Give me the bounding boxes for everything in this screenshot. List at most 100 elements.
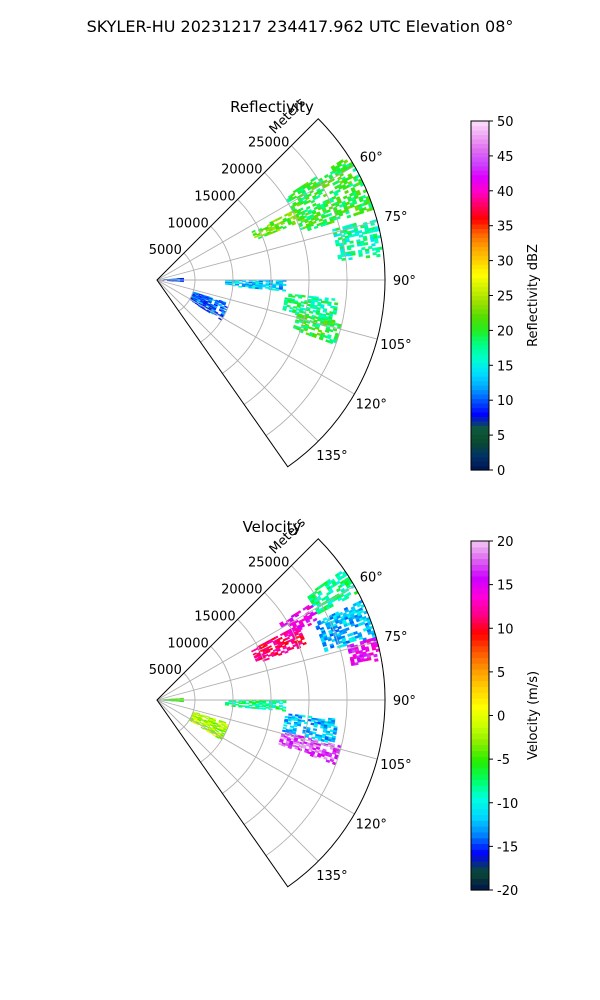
echo-gate: [371, 243, 376, 247]
echo-gate: [298, 627, 303, 632]
echo-gate: [342, 195, 348, 200]
echo-gate: [346, 247, 352, 251]
echo-gate: [312, 334, 317, 339]
azimuth-spoke: [156, 279, 319, 442]
colorbar-swatch: [471, 727, 489, 734]
colorbar-swatch: [471, 564, 489, 571]
echo-gate: [251, 283, 257, 286]
echo-gate: [284, 642, 289, 646]
echo-gate: [331, 195, 337, 200]
echo-gate: [325, 182, 330, 188]
colorbar-swatch: [471, 575, 489, 583]
azimuth-spoke: [156, 279, 378, 340]
echo-gate: [373, 653, 378, 658]
echo-gate: [307, 616, 313, 621]
colorbar-swatch: [471, 425, 489, 431]
colorbar-swatch: [471, 143, 489, 149]
colorbar-swatch: [471, 201, 489, 207]
echo-gate: [245, 706, 250, 709]
echo-gate: [220, 305, 225, 308]
echo-gate: [278, 225, 284, 230]
colorbar-tick-label: 25: [497, 290, 514, 305]
echo-gate: [282, 706, 287, 709]
colorbar-swatch: [471, 308, 489, 314]
colorbar-tick-label: -10: [497, 797, 518, 812]
colorbar-swatch: [471, 645, 489, 653]
echo-gate: [325, 759, 331, 764]
echo-gate: [205, 725, 210, 729]
echo-gate: [292, 195, 298, 200]
echo-gate: [312, 731, 317, 735]
echo-gate: [265, 657, 270, 661]
echo-gate: [307, 300, 312, 304]
colorbar-swatch: [471, 622, 489, 629]
echo-gate: [314, 299, 319, 303]
colorbar-swatch: [471, 223, 489, 229]
echo-gate: [312, 728, 318, 732]
echo-gate: [345, 201, 351, 206]
range-ring: [178, 672, 196, 732]
colorbar-swatch: [471, 570, 489, 577]
echo-gate: [354, 232, 360, 237]
echo-gate: [337, 176, 343, 181]
echo-gate: [375, 249, 381, 253]
echo-gate: [213, 303, 218, 307]
echo-gate: [291, 731, 296, 735]
colorbar-swatch: [471, 616, 489, 624]
echo-gate: [291, 718, 296, 721]
azimuth-tick-label: 120°: [356, 818, 387, 833]
echo-gate: [276, 648, 281, 653]
echo-gate: [305, 320, 311, 324]
echo-gate: [287, 721, 292, 725]
colorbar-swatch: [471, 634, 489, 641]
echo-gate: [248, 701, 253, 704]
echo-gate: [276, 228, 281, 232]
colorbar-swatch: [471, 558, 489, 565]
echo-gate: [333, 192, 339, 197]
echo-gate: [361, 194, 367, 199]
echo-gate: [282, 709, 287, 712]
echo-gate: [358, 253, 363, 257]
echo-gate: [329, 645, 335, 649]
echo-gate: [264, 653, 269, 658]
echo-gate: [245, 281, 250, 284]
colorbar-swatch: [471, 750, 489, 757]
echo-gate: [327, 212, 333, 217]
echo-gate: [328, 340, 334, 345]
colorbar-swatch: [471, 188, 489, 194]
echo-gate: [324, 329, 330, 334]
echo-region: [188, 711, 230, 741]
echo-gate: [338, 212, 344, 217]
echo-gate: [288, 713, 293, 716]
colorbar-swatch: [471, 340, 489, 346]
echo-gate: [261, 707, 266, 710]
azimuth-tick-label: 60°: [360, 150, 383, 165]
echo-gate: [362, 206, 367, 211]
colorbar-swatch: [471, 855, 489, 862]
colorbar-swatch: [471, 546, 489, 554]
echo-gate: [367, 657, 372, 661]
colorbar-label: Reflectivity dBZ: [526, 244, 541, 347]
echo-gate: [323, 756, 328, 761]
echo-gate: [371, 247, 377, 251]
echo-gate: [300, 637, 305, 641]
azimuth-tick-label: 105°: [380, 758, 411, 773]
echo-gate: [241, 702, 246, 705]
colorbar-tick-label: 15: [497, 579, 514, 594]
echo-gate: [287, 300, 292, 304]
echo-gate: [317, 329, 323, 333]
colorbar-swatch: [471, 709, 489, 717]
echo-gate: [314, 749, 320, 754]
echo-gate: [345, 239, 350, 243]
colorbar-tick-label: 10: [497, 394, 514, 409]
echo-gate: [293, 724, 298, 728]
echo-gate: [238, 702, 243, 705]
echo-gate: [277, 652, 283, 657]
echo-gate: [283, 721, 288, 725]
echo-gate: [211, 298, 217, 302]
echo-gate: [285, 636, 291, 641]
echo-gate: [311, 736, 316, 740]
azimuth-tick-label: 60°: [360, 570, 383, 585]
velocity-colorbar: -20 -15 -10 -5 0 5 10 15 20 Velocity (m/s): [470, 535, 541, 899]
echo-gate: [326, 209, 331, 213]
